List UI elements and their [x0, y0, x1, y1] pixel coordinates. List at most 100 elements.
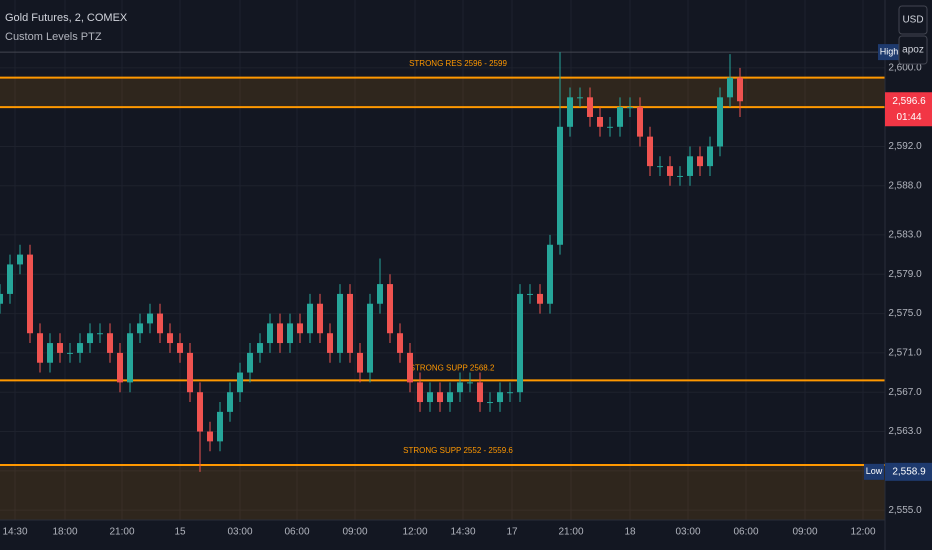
candle-body [657, 166, 663, 168]
candle-body [477, 382, 483, 403]
candle-body [507, 392, 513, 394]
x-tick-label: 06:00 [733, 527, 758, 538]
x-tick-label: 15 [174, 527, 186, 538]
chart-title: Gold Futures, 2, COMEX [5, 12, 128, 24]
x-tick-label: 06:00 [284, 527, 309, 538]
y-tick-label: 2,583.0 [888, 230, 922, 241]
x-tick-label: 09:00 [342, 527, 367, 538]
candle-body [87, 333, 93, 344]
candle-body [327, 333, 333, 353]
candle-body [607, 126, 613, 128]
candle-body [547, 244, 553, 304]
candle-body [517, 293, 523, 393]
candle-body [157, 313, 163, 334]
low-tag-box [864, 463, 884, 480]
scale-menu-box[interactable] [898, 35, 928, 65]
candle-body [417, 382, 423, 403]
low-tag-value: 2,558.9 [892, 466, 926, 477]
candle-body [307, 303, 313, 334]
candle-body [597, 116, 603, 127]
candle-body [557, 126, 563, 245]
candle-body [727, 77, 733, 98]
candle-body [227, 392, 233, 412]
candle-body [47, 343, 53, 363]
candle-body [487, 402, 493, 404]
candle-body [317, 303, 323, 334]
candles [0, 52, 743, 472]
candle-body [57, 343, 63, 353]
candle-body [577, 97, 583, 99]
candle-body [137, 323, 143, 334]
candle-body [297, 323, 303, 334]
candle-body [97, 333, 103, 335]
y-tick-label: 2,575.0 [888, 308, 922, 319]
candle-body [267, 323, 273, 344]
x-tick-label: 21:00 [109, 527, 134, 538]
level-label: STRONG SUPP 2568.2 [410, 364, 495, 373]
high-tag [878, 44, 900, 61]
candle-body [77, 343, 83, 353]
y-tick-label: 2,563.0 [888, 426, 922, 437]
candle-body [7, 264, 13, 294]
x-tick-label: 21:00 [558, 527, 583, 538]
x-tick-label: 03:00 [227, 527, 252, 538]
candle-body [397, 333, 403, 353]
candle-body [237, 372, 243, 393]
candle-body [17, 254, 23, 265]
currency[interactable]: USD [902, 15, 923, 26]
x-tick-label: 12:00 [402, 527, 427, 538]
candle-body [197, 392, 203, 432]
y-tick-label: 2,600.0 [888, 62, 922, 73]
candle-body [467, 382, 473, 384]
candle-body [677, 175, 683, 177]
zone [0, 77, 885, 108]
x-tick-label: 18 [624, 527, 636, 538]
candle-body [207, 431, 213, 442]
candle-body [0, 293, 3, 304]
candle-body [737, 77, 743, 102]
candle-body [457, 382, 463, 393]
candle-body [717, 97, 723, 147]
candle-body [257, 343, 263, 353]
candle-body [537, 293, 543, 304]
candle-body [127, 333, 133, 383]
countdown: 01:44 [896, 112, 921, 123]
y-tick-label: 2,567.0 [888, 387, 922, 398]
indicator-name: Custom Levels PTZ [5, 31, 102, 43]
candle-body [247, 352, 253, 373]
candle-body [637, 107, 643, 137]
candle-body [667, 166, 673, 176]
last-price-tag [885, 92, 932, 127]
candle-body [147, 313, 153, 324]
candle-body [117, 352, 123, 383]
y-tick-label: 2,571.0 [888, 348, 922, 359]
zone-label: STRONG RES 2596 - 2599 [409, 59, 507, 68]
candle-body [707, 146, 713, 167]
y-tick-label: 2,592.0 [888, 141, 922, 152]
x-tick-label: 12:00 [850, 527, 875, 538]
candle-body [587, 97, 593, 117]
high-tag-label: High [880, 46, 899, 56]
candle-body [527, 293, 533, 295]
candle-body [187, 352, 193, 393]
candle-body [177, 343, 183, 353]
candle-body [67, 352, 73, 354]
currency-box[interactable] [898, 5, 928, 35]
candle-body [567, 97, 573, 127]
candle-body [377, 284, 383, 304]
candle-body [337, 293, 343, 353]
y-tick-label: 2,555.0 [888, 505, 922, 516]
low-tag-label: Low [866, 466, 883, 476]
x-tick-label: 03:00 [675, 527, 700, 538]
candle-body [407, 352, 413, 383]
x-tick-label: 09:00 [792, 527, 817, 538]
candle-body [107, 333, 113, 353]
x-tick-label: 18:00 [52, 527, 77, 538]
scale-menu[interactable]: apoz [902, 45, 924, 56]
candle-body [387, 284, 393, 334]
candle-body [687, 156, 693, 176]
candle-body [437, 392, 443, 403]
